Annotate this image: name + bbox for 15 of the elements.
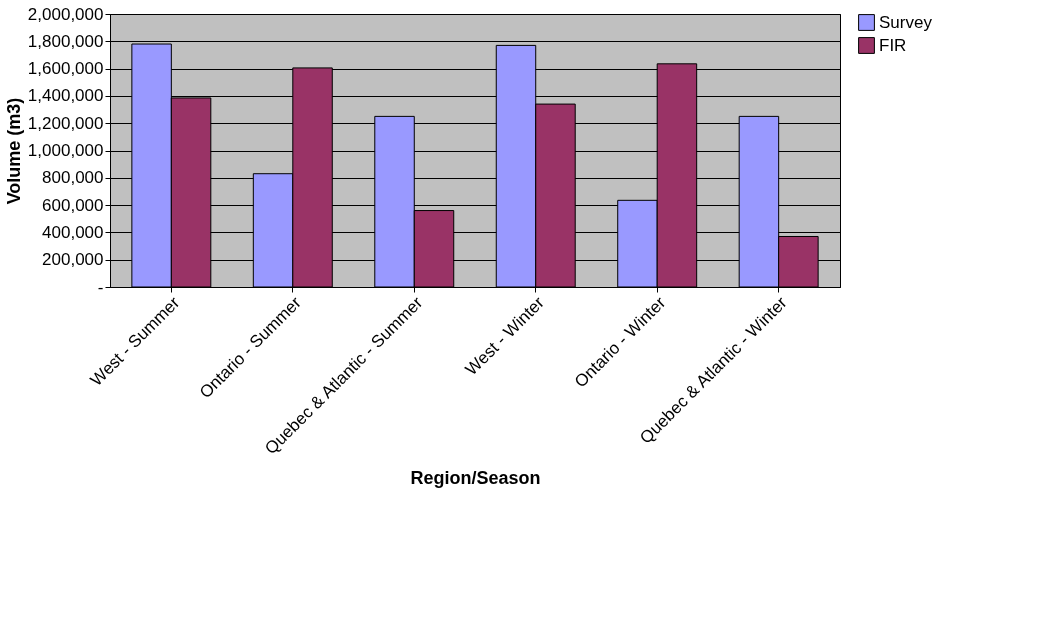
y-tick-label: 1,600,000 — [27, 59, 104, 79]
y-tick-label: 400,000 — [42, 222, 104, 242]
y-tick-label: 1,000,000 — [27, 141, 104, 160]
y-tick-label: 200,000 — [42, 250, 104, 270]
y-axis-title: Volume (m3) — [3, 97, 24, 205]
legend-label: FIR — [879, 35, 907, 55]
x-axis-title: Region/Season — [410, 468, 541, 489]
y-tick-label: - — [97, 277, 104, 297]
y-tick-label: 800,000 — [42, 168, 104, 188]
y-tick-label: 1,400,000 — [27, 86, 104, 106]
y-tick-label: 1,200,000 — [27, 113, 104, 133]
y-tick-label: 2,000,000 — [27, 4, 104, 24]
y-tick-label: 1,800,000 — [27, 31, 104, 51]
legend-label: Survey — [879, 12, 933, 32]
y-tick-label: 600,000 — [42, 195, 104, 215]
